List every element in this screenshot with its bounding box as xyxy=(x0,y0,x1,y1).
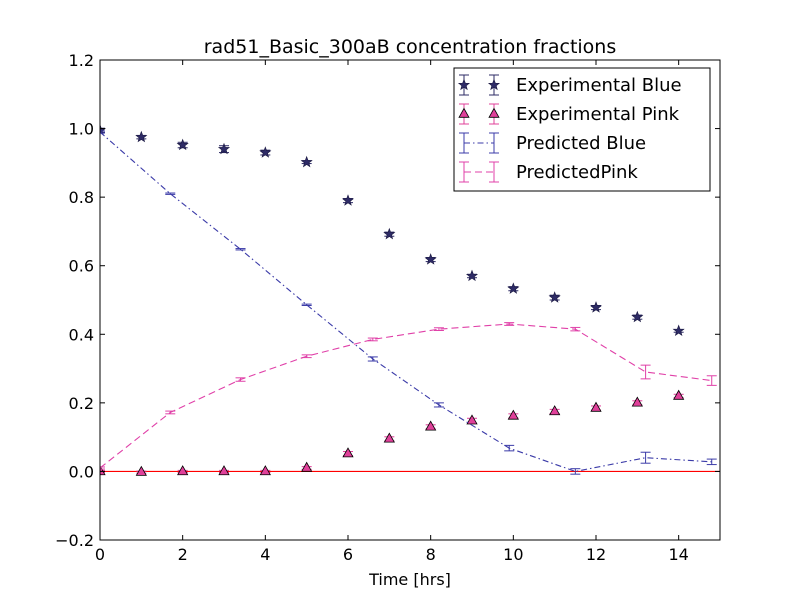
series-line xyxy=(100,131,712,472)
data-point-star xyxy=(135,130,148,143)
legend-entry: Predicted Blue xyxy=(459,132,646,154)
data-point-triangle xyxy=(259,465,271,476)
x-tick-label: 4 xyxy=(260,545,270,564)
chart-title: rad51_Basic_300aB concentration fraction… xyxy=(204,36,617,58)
series-predicted-blue xyxy=(100,130,717,475)
plot-area-frame xyxy=(99,59,721,541)
y-tick-label: 1.0 xyxy=(69,120,94,139)
data-point-star xyxy=(548,291,561,303)
y-tick-label: 0.0 xyxy=(69,462,94,481)
series-experimental-blue xyxy=(100,123,685,337)
x-tick-label: 0 xyxy=(95,545,105,564)
x-tick-label: 14 xyxy=(668,545,688,564)
y-tick-label: −0.2 xyxy=(55,531,94,550)
x-tick-label: 6 xyxy=(343,545,353,564)
legend-marker-triangle xyxy=(488,107,500,118)
data-point-triangle xyxy=(342,447,354,458)
data-point-star xyxy=(465,269,479,282)
x-tick-label: 12 xyxy=(586,545,606,564)
data-point-triangle xyxy=(425,420,437,431)
legend-entry: Experimental Blue xyxy=(457,74,682,96)
y-tick-label: 0.8 xyxy=(69,188,94,207)
data-point-star xyxy=(341,194,355,206)
data-point-star xyxy=(383,227,396,240)
data-point-triangle xyxy=(631,396,643,407)
data-point-triangle xyxy=(135,465,147,476)
data-point-triangle xyxy=(466,414,478,425)
x-axis-title: Time [hrs] xyxy=(368,570,451,589)
y-tick-label: 0.2 xyxy=(69,394,94,413)
data-point-triangle xyxy=(673,389,685,400)
data-point-triangle xyxy=(100,465,106,476)
data-point-star xyxy=(672,324,685,337)
data-point-star xyxy=(424,253,437,265)
data-point-star xyxy=(631,310,644,323)
data-point-star xyxy=(176,138,189,151)
legend-label: Experimental Blue xyxy=(516,75,682,96)
legend-label: PredictedPink xyxy=(516,162,638,183)
x-tick-label: 8 xyxy=(426,545,436,564)
legend-marker-star xyxy=(487,78,501,91)
data-point-triangle xyxy=(177,465,189,476)
legend-label: Predicted Blue xyxy=(516,133,646,154)
data-point-triangle xyxy=(301,461,313,472)
legend: Experimental Blue Experimental Pink Predic… xyxy=(453,67,711,192)
data-point-star xyxy=(507,282,520,294)
y-tick-label: 1.2 xyxy=(69,51,94,70)
data-point-triangle xyxy=(549,405,561,416)
x-tick-label: 10 xyxy=(503,545,523,564)
y-tick-label: 0.4 xyxy=(69,325,94,344)
series-line xyxy=(100,323,712,469)
legend-entry: PredictedPink xyxy=(459,161,638,183)
data-point-star xyxy=(589,301,603,313)
data-point-triangle xyxy=(218,465,230,476)
data-point-star xyxy=(300,155,313,168)
legend-label: Experimental Pink xyxy=(516,104,680,125)
legend-entry: Experimental Pink xyxy=(458,103,680,125)
y-tick-label: 0.6 xyxy=(69,257,94,276)
x-tick-label: 2 xyxy=(178,545,188,564)
data-point-triangle xyxy=(590,401,602,412)
data-point-triangle xyxy=(383,432,395,443)
series-experimental-pink xyxy=(100,389,685,476)
data-point-star xyxy=(217,142,231,155)
legend-marker-star xyxy=(457,78,471,91)
legend-marker-triangle xyxy=(458,107,470,118)
data-point-star xyxy=(259,146,272,158)
data-point-triangle xyxy=(507,409,519,420)
series-predictedpink xyxy=(100,322,717,470)
